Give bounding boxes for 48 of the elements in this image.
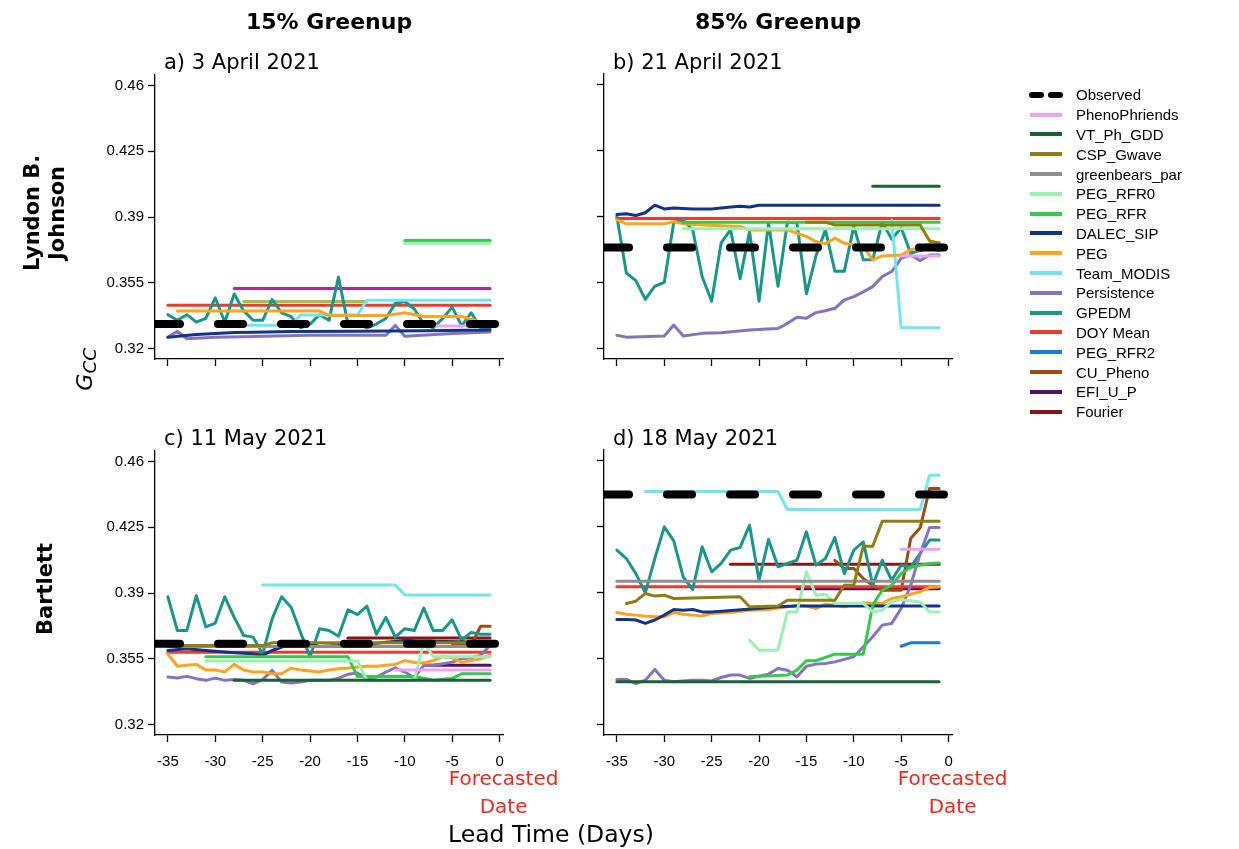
legend-label: PhenoPhriends: [1076, 106, 1179, 124]
x-tick-label: -10: [393, 752, 416, 770]
x-tick-label: -35: [606, 752, 628, 770]
y-tick-label: 0.355: [106, 272, 144, 290]
x-tick-label: -20: [299, 752, 321, 770]
x-tick-label: -15: [795, 752, 818, 770]
legend-label: PEG: [1076, 244, 1108, 262]
x-tick-label: -30: [204, 752, 227, 770]
chart-title: c) 11 May 2021: [164, 426, 328, 450]
y-tick-label: 0.425: [106, 517, 144, 535]
x-tick-label: -15: [346, 752, 369, 770]
x-tick-label: -35: [157, 752, 179, 770]
text: Bartlett: [32, 541, 58, 637]
legend-label: Fourier: [1076, 403, 1124, 421]
chart-title: 15% Greenup: [246, 8, 413, 34]
x-tick-label: -20: [748, 752, 770, 770]
legend-label: PEG_RFR0: [1076, 185, 1156, 203]
chart-subtitle: b) 21 April 2021: [613, 50, 783, 74]
legend-label: CSP_Gwave: [1076, 145, 1162, 163]
x-axis-title: Lead Time (Days): [448, 820, 654, 848]
legend-label: VT_Ph_GDD: [1076, 125, 1164, 143]
legend-label: Team_MODIS: [1076, 264, 1171, 282]
chart-title: 85% Greenup: [695, 8, 862, 34]
x-tick-label: -25: [700, 752, 723, 770]
text: Lyndon B. Johnson: [20, 153, 70, 273]
legend-label: PEG_RFR2: [1076, 343, 1156, 361]
legend-label: DOY Mean: [1076, 323, 1150, 341]
chart-title: d) 18 May 2021: [613, 426, 779, 450]
x-tick-label: -25: [251, 752, 274, 770]
legend-label: PEG_RFR: [1076, 205, 1147, 223]
y-tick-label: 0.46: [114, 451, 144, 469]
y-tick-label: 0.39: [114, 583, 144, 601]
chart-subtitle: a) 3 April 2021: [164, 50, 320, 74]
y-tick-label: 0.46: [114, 75, 144, 93]
legend-label: greenbears_par: [1076, 165, 1182, 183]
legend-label: CU_Pheno: [1076, 363, 1150, 381]
legend-label: GPEDM: [1076, 304, 1132, 322]
y-tick-label: 0.355: [106, 648, 144, 666]
legend-label: DALEC_SIP: [1076, 224, 1159, 242]
legend-label: EFI_U_P: [1076, 383, 1137, 401]
y-tick-label: 0.32: [114, 714, 144, 732]
y-tick-label: 0.32: [114, 338, 144, 356]
legend-label: Persistence: [1076, 284, 1155, 302]
x-tick-label: -30: [653, 752, 676, 770]
x-tick-label: -10: [842, 752, 865, 770]
legend-label: Observed: [1076, 86, 1142, 104]
y-tick-label: 0.39: [114, 207, 144, 225]
y-tick-label: 0.425: [106, 141, 144, 159]
